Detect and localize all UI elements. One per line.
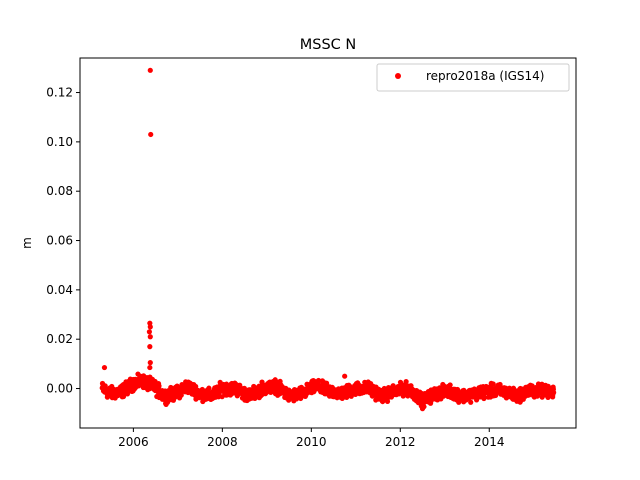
data-point	[490, 381, 496, 387]
y-tick-label: 0.08	[46, 184, 73, 198]
data-point	[124, 391, 131, 397]
data-point	[206, 385, 212, 391]
data-point-outlier	[148, 131, 154, 138]
x-tick-label: 2012	[385, 435, 416, 449]
data-point-outlier	[147, 360, 153, 366]
data-point	[481, 395, 487, 402]
data-points	[99, 67, 557, 412]
data-point	[397, 379, 404, 385]
y-tick-label: 0.12	[46, 86, 73, 100]
chart-title: MSSC N	[300, 37, 357, 53]
data-point	[421, 404, 427, 410]
data-point-outlier	[101, 364, 108, 371]
data-point	[456, 399, 462, 405]
data-point-outlier	[147, 364, 153, 371]
legend-marker	[395, 73, 401, 79]
data-point-outlier	[147, 324, 153, 330]
y-axis: 0.00 0.02 0.04 0.06 0.08 0.10 0.12	[46, 86, 80, 396]
data-point-outlier	[147, 334, 153, 340]
y-tick-label: 0.00	[46, 382, 73, 396]
legend-label: repro2018a (IGS14)	[426, 69, 544, 83]
y-tick-label: 0.10	[46, 135, 73, 149]
data-point-outlier	[147, 344, 153, 350]
data-point	[219, 394, 225, 400]
data-point-outlier	[147, 67, 153, 73]
data-point	[447, 382, 453, 388]
legend: repro2018a (IGS14)	[376, 63, 570, 92]
data-point	[156, 383, 162, 389]
x-tick-label: 2008	[207, 435, 238, 449]
y-tick-label: 0.02	[46, 332, 73, 346]
x-tick-label: 2014	[474, 435, 505, 449]
y-tick-label: 0.04	[46, 283, 73, 297]
legend-box	[376, 63, 570, 92]
x-tick-label: 2010	[296, 435, 327, 449]
data-point-outlier	[146, 329, 152, 335]
data-point-outlier	[342, 373, 348, 379]
y-tick-label: 0.06	[46, 234, 73, 248]
data-point	[193, 383, 199, 390]
data-point	[468, 399, 474, 405]
data-point	[551, 389, 557, 396]
data-point	[315, 377, 322, 384]
data-point	[403, 379, 409, 385]
y-axis-label: m	[20, 237, 34, 249]
x-tick-label: 2006	[118, 435, 149, 449]
x-axis: 2006 2008 2010 2012 2014	[118, 428, 505, 449]
plot-frame	[79, 57, 577, 429]
